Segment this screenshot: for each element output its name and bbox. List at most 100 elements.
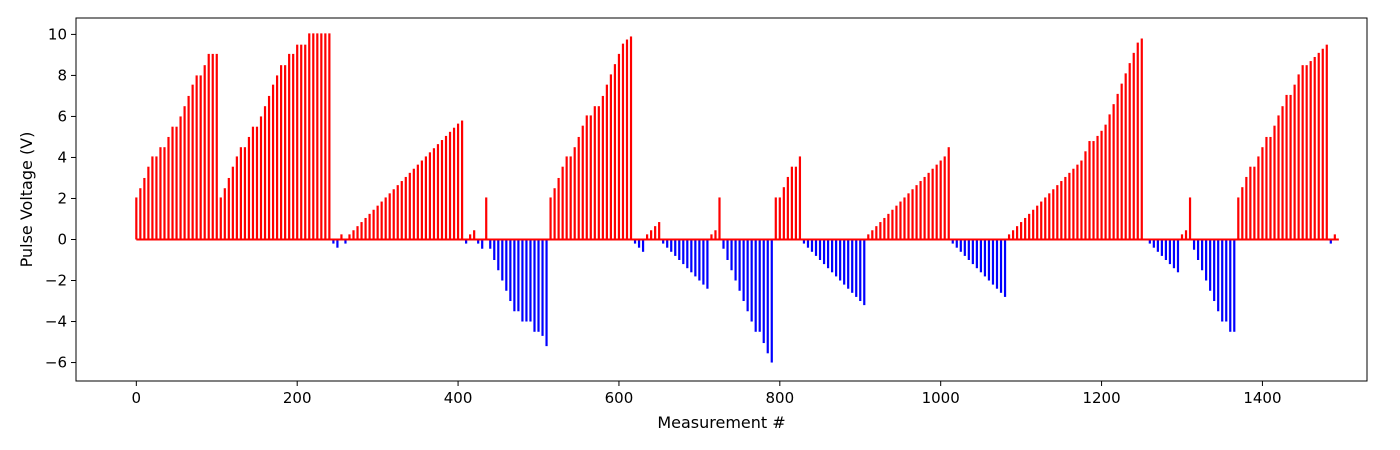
bar	[1293, 84, 1296, 240]
bar	[440, 140, 444, 240]
bar	[843, 239, 846, 285]
bar	[1104, 124, 1107, 240]
bar	[999, 239, 1003, 293]
y-axis-label: Pulse Voltage (V)	[17, 132, 36, 268]
bar	[392, 189, 395, 240]
bar	[235, 156, 238, 240]
bar	[1217, 239, 1220, 312]
bar	[316, 33, 319, 240]
bar	[1112, 104, 1115, 240]
bar	[1188, 197, 1192, 240]
bar	[231, 166, 234, 240]
bar	[883, 217, 886, 240]
bar	[1241, 187, 1244, 240]
bar	[730, 239, 733, 271]
bar	[332, 239, 335, 244]
bar	[678, 239, 681, 260]
bar	[822, 239, 826, 265]
bar	[987, 239, 991, 281]
bar	[1184, 230, 1188, 240]
bar	[284, 65, 287, 240]
bar	[195, 75, 198, 240]
bar	[404, 176, 407, 240]
bar	[1333, 234, 1336, 240]
bar	[975, 239, 978, 269]
y-tick-label: 2	[57, 189, 67, 207]
bar	[171, 126, 174, 240]
bar	[179, 116, 182, 240]
bar	[1116, 93, 1119, 240]
bar	[605, 84, 608, 240]
bar	[1180, 234, 1184, 240]
bar	[456, 123, 460, 240]
bar	[666, 239, 669, 248]
bar	[151, 156, 154, 240]
bar	[1301, 65, 1304, 240]
bar	[1064, 176, 1067, 240]
bar	[597, 106, 600, 240]
bar	[971, 239, 974, 265]
bar	[223, 188, 226, 240]
bar	[1120, 83, 1123, 240]
bar	[565, 156, 568, 240]
bar	[139, 188, 142, 240]
bar	[561, 166, 564, 240]
bar	[726, 239, 729, 260]
bar	[1060, 181, 1063, 240]
bar	[1261, 147, 1264, 240]
bar	[1269, 136, 1272, 240]
bar	[328, 33, 331, 240]
bar	[967, 239, 970, 260]
bar	[1044, 197, 1047, 240]
bar	[1209, 239, 1212, 291]
bar-series	[135, 33, 1336, 363]
bar	[1024, 217, 1027, 240]
bar	[465, 239, 468, 244]
bar	[1325, 44, 1328, 240]
bar	[613, 64, 617, 240]
bar	[505, 239, 508, 291]
x-tick-label: 1000	[922, 389, 960, 407]
bar	[955, 239, 958, 248]
bar	[650, 230, 653, 240]
bar	[380, 201, 383, 240]
bar	[714, 230, 717, 240]
bar	[593, 106, 596, 240]
bar	[259, 116, 263, 240]
bar	[1011, 230, 1015, 240]
bar	[481, 239, 484, 249]
bar	[1309, 61, 1312, 240]
bar	[851, 239, 854, 293]
bar	[798, 156, 802, 240]
y-tick-label: −2	[45, 272, 67, 290]
bar	[1036, 205, 1039, 240]
bar	[493, 239, 496, 260]
bar	[786, 176, 789, 240]
bar	[1136, 42, 1139, 240]
bar	[396, 185, 399, 240]
bar	[1076, 164, 1079, 240]
bar	[308, 33, 311, 240]
bar	[754, 239, 757, 332]
bar	[959, 239, 962, 252]
bar	[497, 239, 500, 271]
bar	[573, 147, 576, 240]
bar	[436, 144, 440, 240]
bar	[1072, 168, 1075, 240]
bar	[1305, 65, 1308, 240]
bar	[215, 53, 218, 240]
x-tick-label: 400	[444, 389, 473, 407]
bar	[662, 239, 665, 244]
bar	[372, 209, 375, 240]
bar	[770, 239, 773, 363]
bar	[758, 239, 761, 332]
bar	[722, 239, 725, 249]
bar	[706, 239, 709, 289]
bar	[911, 189, 914, 240]
bar	[589, 115, 592, 240]
bar	[1201, 239, 1204, 271]
bar	[637, 239, 641, 248]
bar	[509, 239, 512, 302]
bar	[658, 222, 661, 240]
bar	[979, 239, 983, 273]
